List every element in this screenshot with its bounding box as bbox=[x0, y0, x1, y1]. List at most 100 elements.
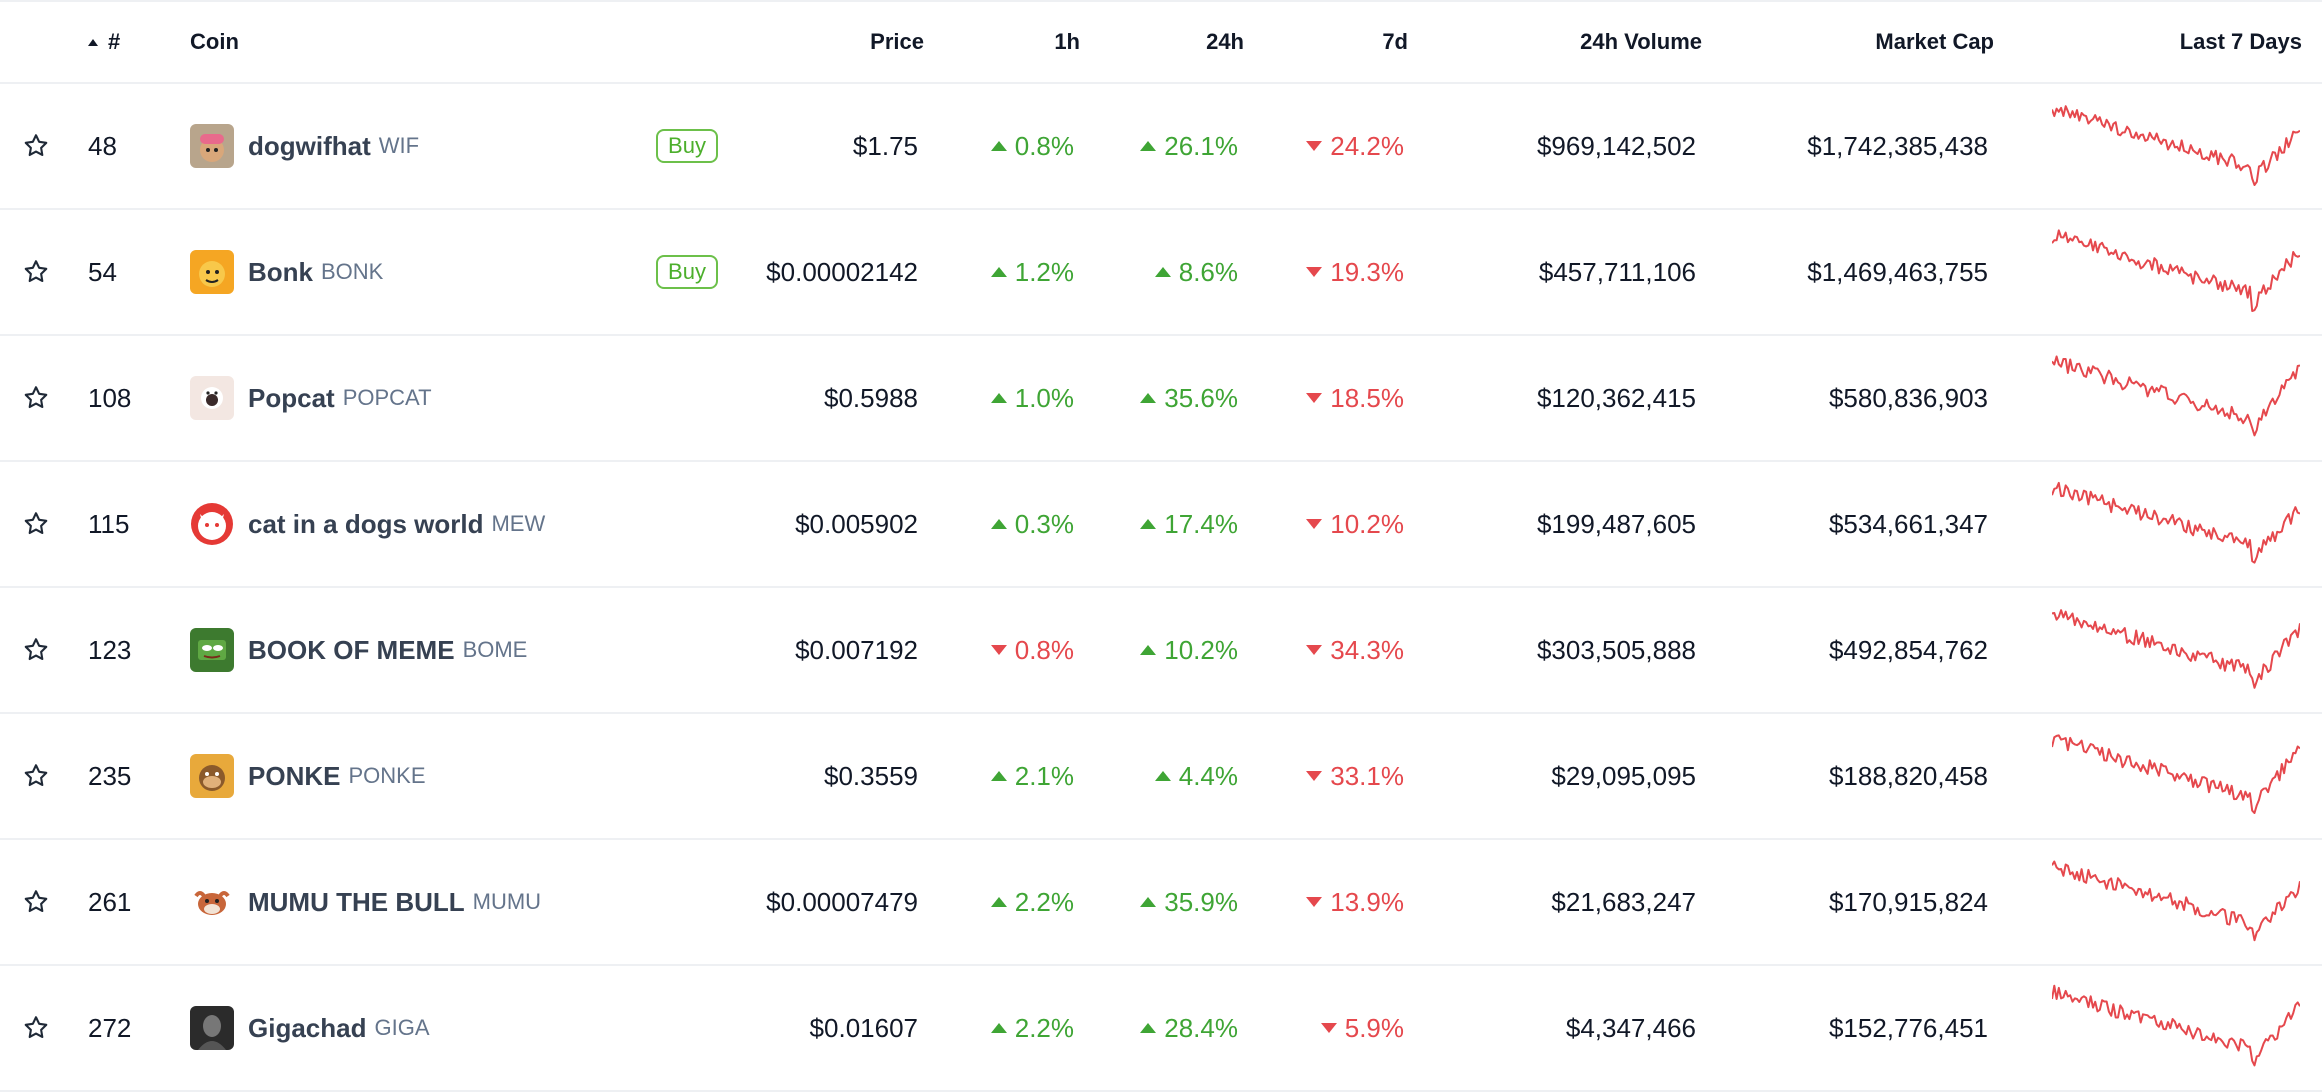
sparkline-chart bbox=[2048, 210, 2300, 334]
price-value: $0.005902 bbox=[795, 508, 918, 539]
favorite-star-icon[interactable] bbox=[18, 210, 54, 334]
caret-up-icon bbox=[990, 1023, 1007, 1033]
coin-name: BOOK OF MEME bbox=[248, 634, 455, 665]
sort-asc-icon bbox=[88, 38, 98, 46]
favorite-star-icon[interactable] bbox=[18, 84, 54, 208]
24h-header[interactable]: 24h bbox=[1206, 29, 1244, 54]
coin-link[interactable]: Gigachad GIGA bbox=[190, 966, 710, 1090]
volume-value: $120,362,415 bbox=[1536, 382, 1696, 413]
table-row[interactable]: 123 BOOK OF MEME BOME $0.007192 0.8% 10.2% 34.… bbox=[0, 588, 2322, 714]
rank-value: 272 bbox=[88, 1012, 132, 1043]
market-cap-value: $1,469,463,755 bbox=[1807, 256, 1988, 287]
caret-up-icon bbox=[990, 771, 1007, 781]
favorite-star-icon[interactable] bbox=[18, 714, 54, 838]
market-cap-value: $152,776,451 bbox=[1828, 1012, 1988, 1043]
caret-down-icon bbox=[1306, 141, 1323, 151]
volume-value: $457,711,106 bbox=[1538, 256, 1696, 287]
caret-up-icon bbox=[990, 267, 1007, 277]
coin-link[interactable]: PONKE PONKE bbox=[190, 714, 710, 838]
table-row[interactable]: 48 dogwifhat WIF Buy $1.75 0.8% 26.1% 24.2% $969… bbox=[0, 84, 2322, 210]
coin-name: dogwifhat bbox=[248, 130, 371, 161]
price-header[interactable]: Price bbox=[870, 29, 924, 54]
sparkline-path bbox=[2052, 609, 2300, 689]
change-7d: 10.2% bbox=[1250, 462, 1404, 586]
table-header: # Coin Price 1h 24h 7d 24h Volume Market… bbox=[0, 0, 2322, 84]
change-24h: 10.2% bbox=[1090, 588, 1238, 712]
sparkline-chart bbox=[2048, 966, 2300, 1090]
coin-name: PONKE bbox=[248, 760, 341, 791]
coin-link[interactable]: Popcat POPCAT bbox=[190, 336, 710, 460]
wif-logo bbox=[190, 124, 234, 168]
change-7d: 13.9% bbox=[1250, 840, 1404, 964]
table-row[interactable]: 54 Bonk BONK Buy $0.00002142 1.2% 8.6% 19.3% $45… bbox=[0, 210, 2322, 336]
change-1h: 2.1% bbox=[940, 714, 1074, 838]
market-cap-value: $492,854,762 bbox=[1828, 634, 1988, 665]
popcat-logo bbox=[190, 376, 234, 420]
coin-link[interactable]: MUMU THE BULL MUMU bbox=[190, 840, 710, 964]
favorite-star-icon[interactable] bbox=[18, 966, 54, 1090]
sparkline-path bbox=[2052, 105, 2300, 186]
market-cap-value: $188,820,458 bbox=[1828, 760, 1988, 791]
buy-button[interactable]: Buy bbox=[656, 255, 718, 289]
rank-header[interactable]: # bbox=[88, 2, 168, 82]
coin-symbol: BOME bbox=[462, 637, 528, 662]
market-cap-value: $170,915,824 bbox=[1828, 886, 1988, 917]
coin-name: Bonk bbox=[248, 256, 313, 287]
buy-button[interactable]: Buy bbox=[656, 129, 718, 163]
rank-value: 235 bbox=[88, 760, 132, 791]
favorite-star-icon[interactable] bbox=[18, 588, 54, 712]
table-row[interactable]: 108 Popcat POPCAT $0.5988 1.0% 35.6% 18.5% $120… bbox=[0, 336, 2322, 462]
caret-up-icon bbox=[1140, 141, 1157, 151]
table-row[interactable]: 261 MUMU THE BULL MUMU $0.00007479 2.2% 35.9%… bbox=[0, 840, 2322, 966]
coin-link[interactable]: cat in a dogs world MEW bbox=[190, 462, 710, 586]
sparkline-chart bbox=[2048, 714, 2300, 838]
favorite-star-icon[interactable] bbox=[18, 336, 54, 460]
price-value: $0.00002142 bbox=[766, 256, 918, 287]
caret-down-icon bbox=[1306, 393, 1323, 403]
market-cap-value: $580,836,903 bbox=[1828, 382, 1988, 413]
change-1h: 1.0% bbox=[940, 336, 1074, 460]
market-cap-value: $1,742,385,438 bbox=[1807, 130, 1988, 161]
change-1h: 0.8% bbox=[940, 588, 1074, 712]
change-24h: 35.9% bbox=[1090, 840, 1238, 964]
change-7d: 34.3% bbox=[1250, 588, 1404, 712]
caret-up-icon bbox=[1140, 519, 1157, 529]
change-7d: 33.1% bbox=[1250, 714, 1404, 838]
bome-logo bbox=[190, 628, 234, 672]
price-value: $0.5988 bbox=[824, 382, 918, 413]
change-7d: 19.3% bbox=[1250, 210, 1404, 334]
coin-symbol: WIF bbox=[378, 133, 420, 158]
caret-up-icon bbox=[1140, 393, 1157, 403]
coin-symbol: BONK bbox=[321, 259, 384, 284]
rank-value: 261 bbox=[88, 886, 132, 917]
favorite-star-icon[interactable] bbox=[18, 462, 54, 586]
caret-up-icon bbox=[1154, 771, 1171, 781]
last-7-days-header: Last 7 Days bbox=[2179, 29, 2302, 54]
coin-header[interactable]: Coin bbox=[190, 29, 239, 54]
coin-name: cat in a dogs world bbox=[248, 508, 484, 539]
change-7d: 5.9% bbox=[1250, 966, 1404, 1090]
caret-up-icon bbox=[990, 519, 1007, 529]
table-row[interactable]: 115 cat in a dogs world MEW $0.005902 0.3% 17… bbox=[0, 462, 2322, 588]
7d-header[interactable]: 7d bbox=[1382, 29, 1408, 54]
coin-name: Popcat bbox=[248, 382, 335, 413]
caret-down-icon bbox=[1306, 897, 1323, 907]
change-1h: 2.2% bbox=[940, 840, 1074, 964]
sparkline-chart bbox=[2048, 840, 2300, 964]
bonk-logo bbox=[190, 250, 234, 294]
rank-value: 115 bbox=[88, 508, 130, 539]
table-row[interactable]: 272 Gigachad GIGA $0.01607 2.2% 28.4% 5.9% $4,3… bbox=[0, 966, 2322, 1092]
favorite-star-icon[interactable] bbox=[18, 840, 54, 964]
coin-link[interactable]: Bonk BONK bbox=[190, 210, 710, 334]
change-7d: 18.5% bbox=[1250, 336, 1404, 460]
caret-down-icon bbox=[1306, 771, 1323, 781]
sparkline-path bbox=[2052, 984, 2300, 1067]
1h-header[interactable]: 1h bbox=[1054, 29, 1080, 54]
table-row[interactable]: 235 PONKE PONKE $0.3559 2.1% 4.4% 33.1% $29,095… bbox=[0, 714, 2322, 840]
market-cap-header[interactable]: Market Cap bbox=[1875, 29, 1994, 54]
volume-header[interactable]: 24h Volume bbox=[1580, 29, 1702, 54]
coin-link[interactable]: dogwifhat WIF bbox=[190, 84, 710, 208]
caret-up-icon bbox=[1154, 267, 1171, 277]
coin-link[interactable]: BOOK OF MEME BOME bbox=[190, 588, 710, 712]
